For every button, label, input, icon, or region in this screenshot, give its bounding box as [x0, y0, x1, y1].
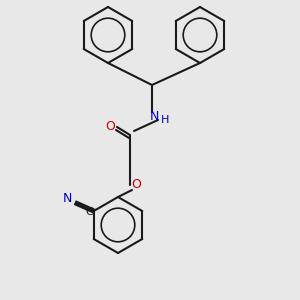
Text: O: O [131, 178, 141, 190]
Text: N: N [149, 110, 159, 124]
Text: C: C [85, 207, 93, 217]
Text: H: H [161, 115, 169, 125]
Text: O: O [105, 119, 115, 133]
Text: N: N [63, 191, 72, 205]
